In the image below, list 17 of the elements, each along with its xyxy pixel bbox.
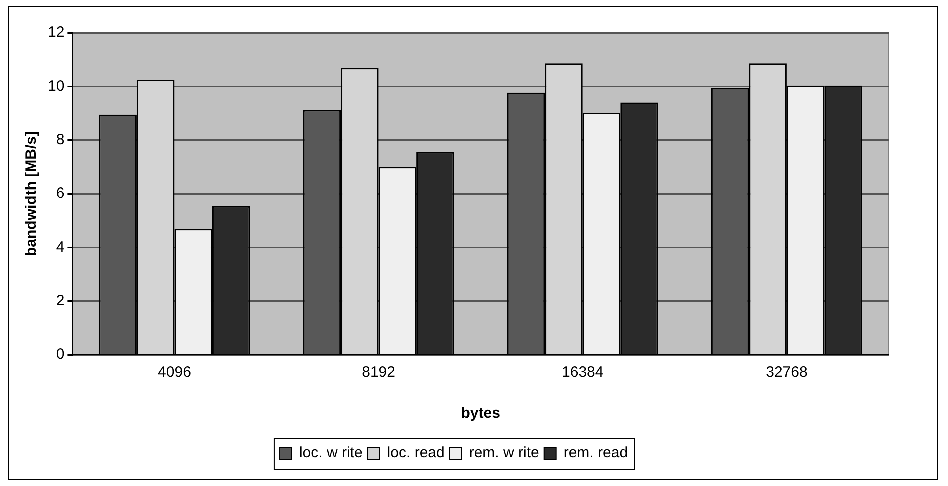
y-tick-label: 0 (56, 346, 65, 364)
x-tick-label: 16384 (562, 364, 604, 382)
y-tick-label: 10 (48, 78, 65, 95)
legend-label: rem. read (564, 444, 628, 462)
x-tick-label: 32768 (766, 364, 808, 382)
x-tick-label: 4096 (158, 364, 192, 382)
y-axis-title: bandwidth [MB/s] (23, 132, 40, 256)
y-tick-label: 4 (56, 238, 65, 256)
y-tick-label: 12 (48, 24, 65, 42)
y-tick-label: 8 (56, 131, 65, 148)
y-tick-label: 2 (56, 292, 65, 310)
x-axis-title: bytes (461, 405, 500, 422)
x-tick-label: 8192 (362, 364, 396, 382)
y-tick-label: 6 (56, 185, 65, 202)
legend-label: loc. w rite (299, 444, 363, 462)
legend-label: loc. read (387, 444, 445, 462)
legend-label: rem. w rite (469, 444, 540, 462)
